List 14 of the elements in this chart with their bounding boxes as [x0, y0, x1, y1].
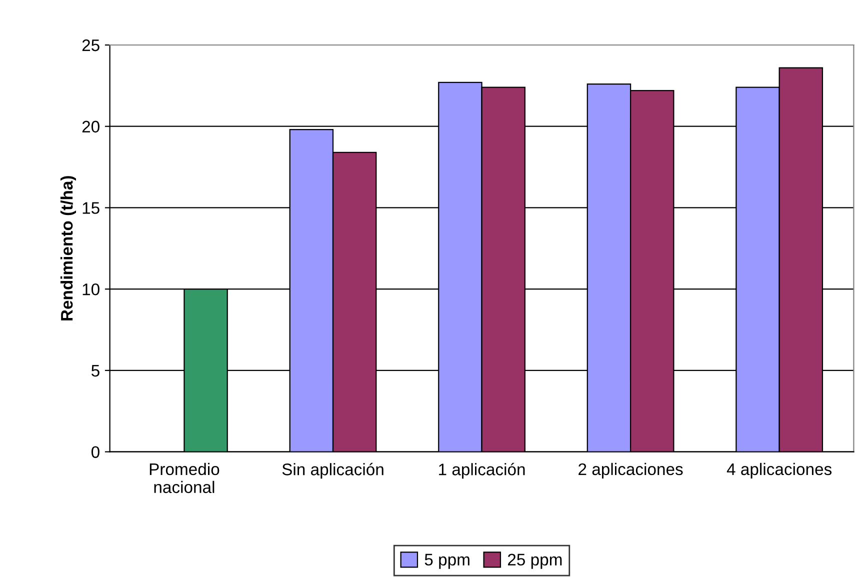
y-tick-label: 15	[82, 202, 100, 214]
y-tick-label: 10	[82, 283, 100, 296]
x-tick-label: 1 aplicación	[439, 462, 525, 479]
y-tick-label: 25	[82, 39, 100, 52]
x-tick-label: Promedio nacional	[150, 462, 220, 494]
y-tick-label: 0	[91, 446, 100, 458]
y-tick-label: 5	[92, 365, 100, 377]
x-tick-label: 4 aplicaciones	[726, 462, 832, 478]
x-tick-label: Sin aplicación	[282, 462, 384, 479]
y-tick-label: 20	[82, 120, 100, 133]
legend-label: 5 ppm	[424, 554, 470, 569]
y-axis-title: Rendimiento (t/ha)	[60, 176, 76, 320]
legend-label: 25 ppm	[508, 554, 562, 569]
x-tick-label: 2 aplicaciones	[578, 462, 683, 478]
